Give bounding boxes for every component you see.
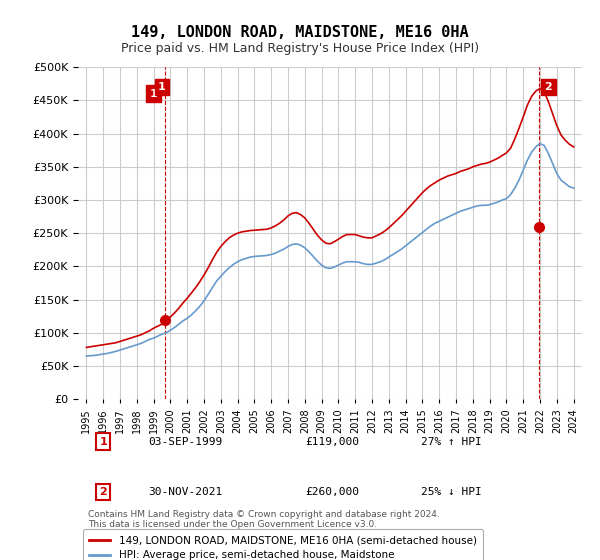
Text: 25% ↓ HPI: 25% ↓ HPI <box>421 487 481 497</box>
Text: £119,000: £119,000 <box>305 437 359 447</box>
Text: £260,000: £260,000 <box>305 487 359 497</box>
Text: 2: 2 <box>545 82 552 92</box>
Text: 2: 2 <box>100 487 107 497</box>
Text: 03-SEP-1999: 03-SEP-1999 <box>149 437 223 447</box>
Text: 27% ↑ HPI: 27% ↑ HPI <box>421 437 481 447</box>
Text: 1: 1 <box>158 82 166 92</box>
Text: 1: 1 <box>150 88 157 99</box>
Text: 149, LONDON ROAD, MAIDSTONE, ME16 0HA: 149, LONDON ROAD, MAIDSTONE, ME16 0HA <box>131 25 469 40</box>
Legend: 149, LONDON ROAD, MAIDSTONE, ME16 0HA (semi-detached house), HPI: Average price,: 149, LONDON ROAD, MAIDSTONE, ME16 0HA (s… <box>83 529 483 560</box>
Text: Contains HM Land Registry data © Crown copyright and database right 2024.
This d: Contains HM Land Registry data © Crown c… <box>88 510 440 529</box>
Text: 1: 1 <box>100 437 107 447</box>
Text: Price paid vs. HM Land Registry's House Price Index (HPI): Price paid vs. HM Land Registry's House … <box>121 42 479 55</box>
Text: 30-NOV-2021: 30-NOV-2021 <box>149 487 223 497</box>
